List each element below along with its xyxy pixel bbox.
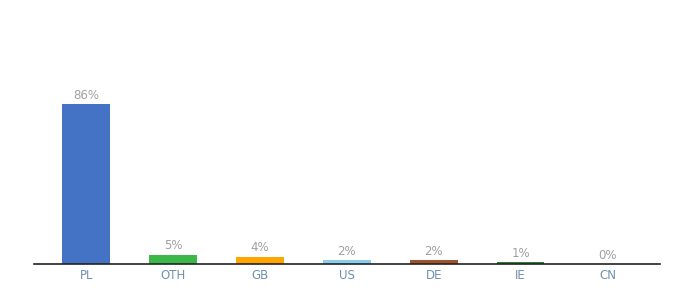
Text: 1%: 1% [511,247,530,260]
Text: 0%: 0% [598,249,617,262]
Bar [410,260,458,264]
Bar [496,262,545,264]
Bar [149,255,197,264]
Bar [63,104,110,264]
Bar [236,256,284,264]
Text: 2%: 2% [424,245,443,258]
Text: 4%: 4% [251,241,269,254]
Text: 86%: 86% [73,89,99,102]
Text: 5%: 5% [164,239,182,253]
Bar [323,260,371,264]
Text: 2%: 2% [337,245,356,258]
